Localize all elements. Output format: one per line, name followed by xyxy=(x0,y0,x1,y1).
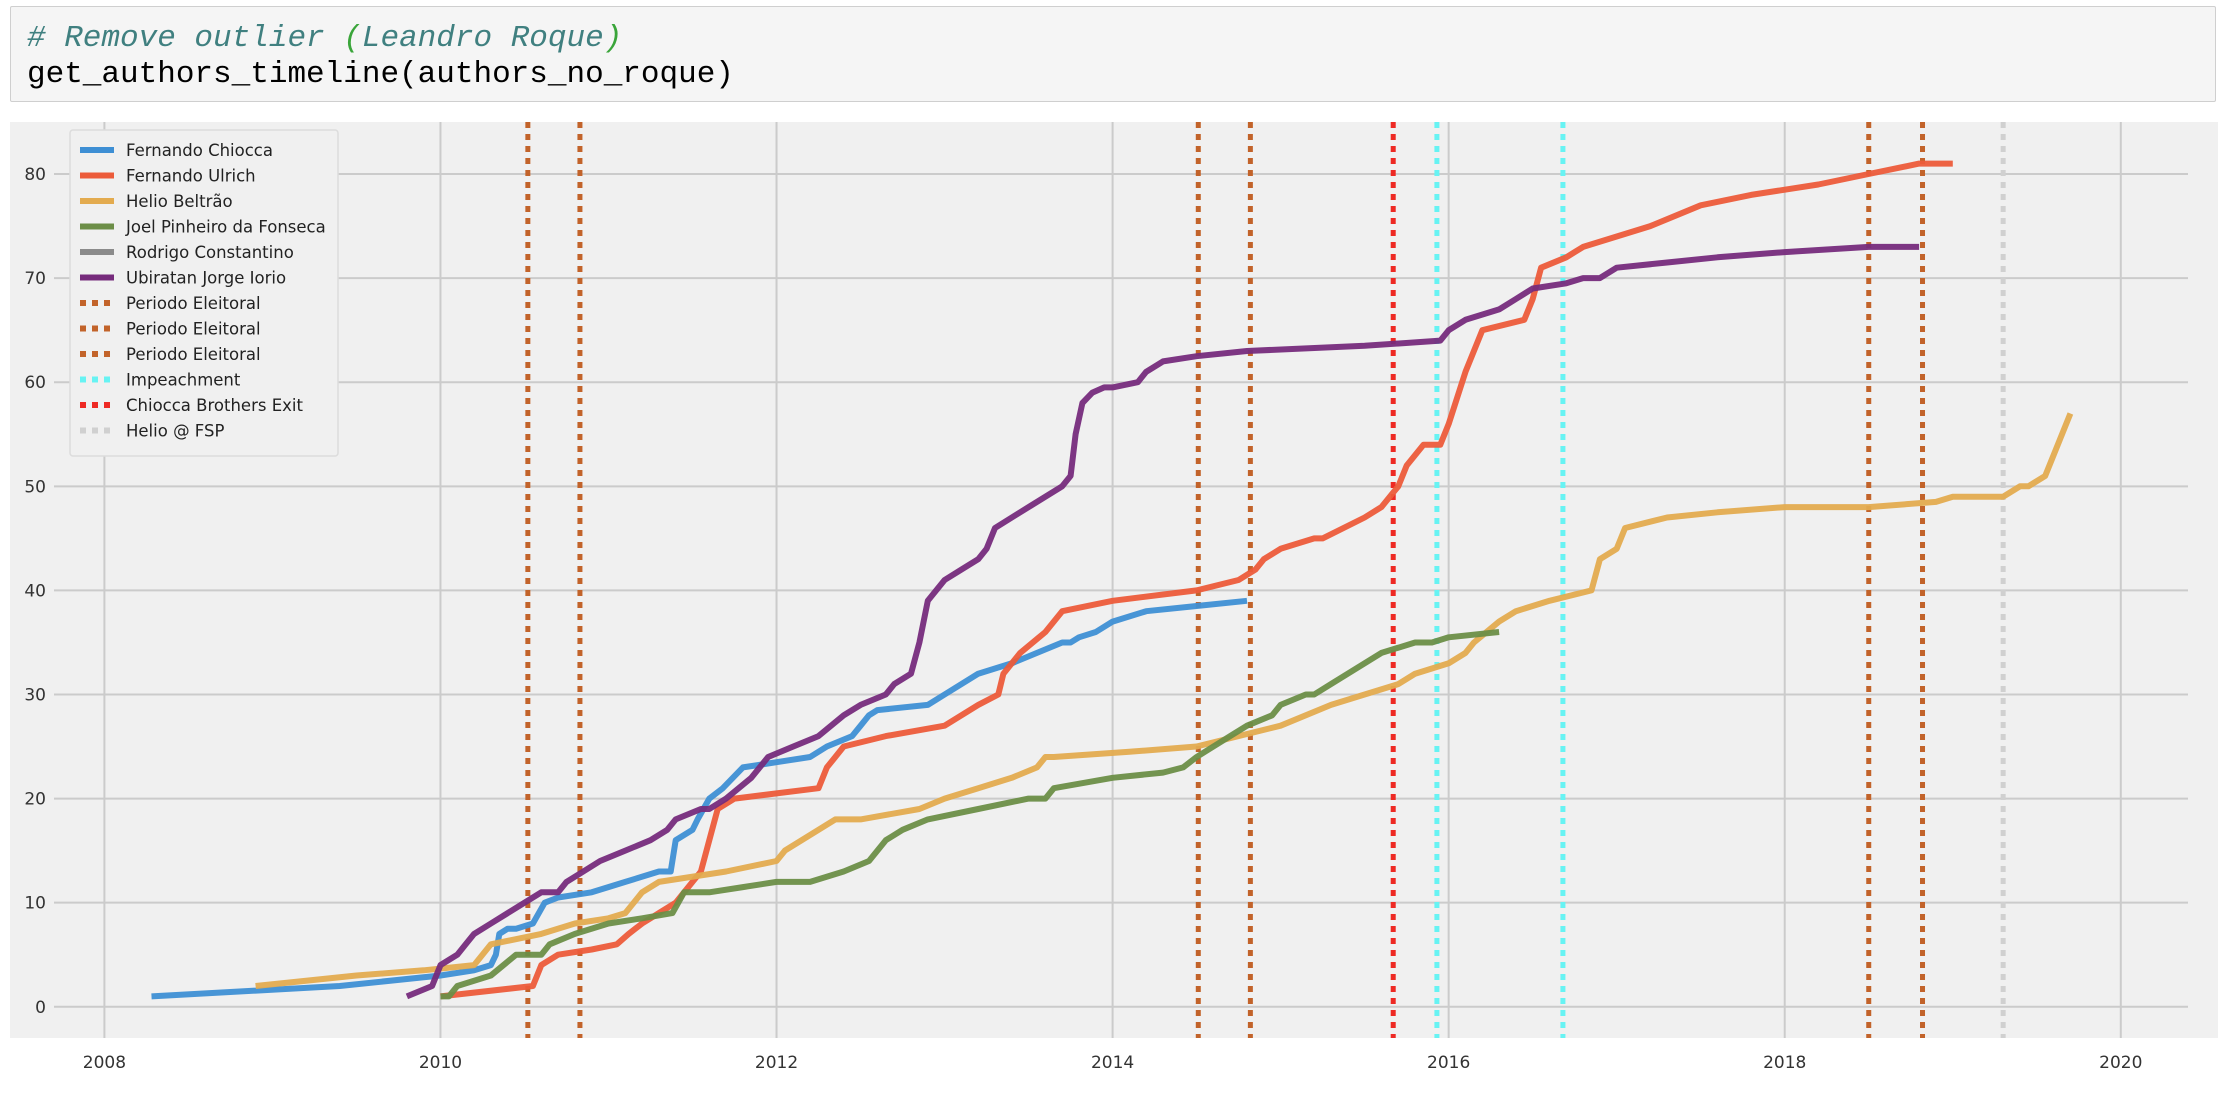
x-tick-label: 2016 xyxy=(1427,1053,1470,1073)
x-tick-label: 2010 xyxy=(419,1053,462,1073)
grid-lines xyxy=(54,122,2188,1038)
y-tick-label: 10 xyxy=(24,894,46,914)
comment-name: Leandro Roque xyxy=(361,21,604,56)
legend-label: Periodo Eleitoral xyxy=(126,320,261,339)
chart-output: 2008 2010 2012 2014 2016 2018 2020 0 10 20 30 40 50 6… xyxy=(10,122,2218,1090)
code-comment-line: # Remove outlier (Leandro Roque) xyxy=(27,21,2199,57)
y-tick-label: 80 xyxy=(24,165,46,185)
series-line xyxy=(255,412,2074,989)
code-call-line: get_authors_timeline(authors_no_roque) xyxy=(27,57,734,92)
legend-label: Fernando Chiocca xyxy=(126,141,273,160)
y-tick-label: 40 xyxy=(24,581,46,601)
y-tick-label: 20 xyxy=(24,790,46,810)
x-tick-label: 2014 xyxy=(1091,1053,1134,1073)
series-line xyxy=(151,597,1248,1000)
y-tick-label: 0 xyxy=(35,998,46,1018)
legend-label: Joel Pinheiro da Fonseca xyxy=(125,218,326,237)
legend-label: Helio Beltrão xyxy=(126,192,233,211)
legend-label: Impeachment xyxy=(126,371,241,390)
code-cell[interactable]: # Remove outlier (Leandro Roque) get_aut… xyxy=(10,6,2216,102)
y-tick-label: 30 xyxy=(24,686,46,706)
legend-label: Fernando Ulrich xyxy=(126,167,256,186)
legend-label: Ubiratan Jorge Iorio xyxy=(126,269,286,288)
series-line xyxy=(405,243,1920,1000)
x-tick-label: 2018 xyxy=(1763,1053,1806,1073)
legend-label: Helio @ FSP xyxy=(126,422,224,441)
y-tick-label: 70 xyxy=(24,269,46,289)
legend-label: Periodo Eleitoral xyxy=(126,345,261,364)
y-tick-label: 50 xyxy=(24,477,46,497)
authors-timeline-chart: 2008 2010 2012 2014 2016 2018 2020 0 10 20 30 40 50 6… xyxy=(10,122,2218,1073)
comment-paren-close: ) xyxy=(603,21,623,56)
x-tick-label: 2012 xyxy=(755,1053,798,1073)
legend-frame xyxy=(69,129,339,457)
comment-paren-open: ( xyxy=(343,21,362,56)
legend-label: Rodrigo Constantino xyxy=(126,243,294,262)
legend-label: Periodo Eleitoral xyxy=(126,294,261,313)
comment-hash: # Remove outlier xyxy=(27,21,344,56)
series-line xyxy=(440,629,1500,1000)
tick-labels: 2008 2010 2012 2014 2016 2018 2020 0 10 20 30 40 50 6… xyxy=(24,165,2142,1073)
series-lines xyxy=(151,160,2074,1000)
x-tick-label: 2008 xyxy=(83,1053,126,1073)
event-lines xyxy=(525,122,2006,1038)
legend-label: Chiocca Brothers Exit xyxy=(126,396,303,415)
legend: Fernando Chiocca Fernando Ulrich Helio Bel… xyxy=(69,129,339,457)
x-tick-label: 2020 xyxy=(2099,1053,2142,1073)
y-tick-label: 60 xyxy=(24,373,46,393)
plot-background xyxy=(10,122,2218,1038)
